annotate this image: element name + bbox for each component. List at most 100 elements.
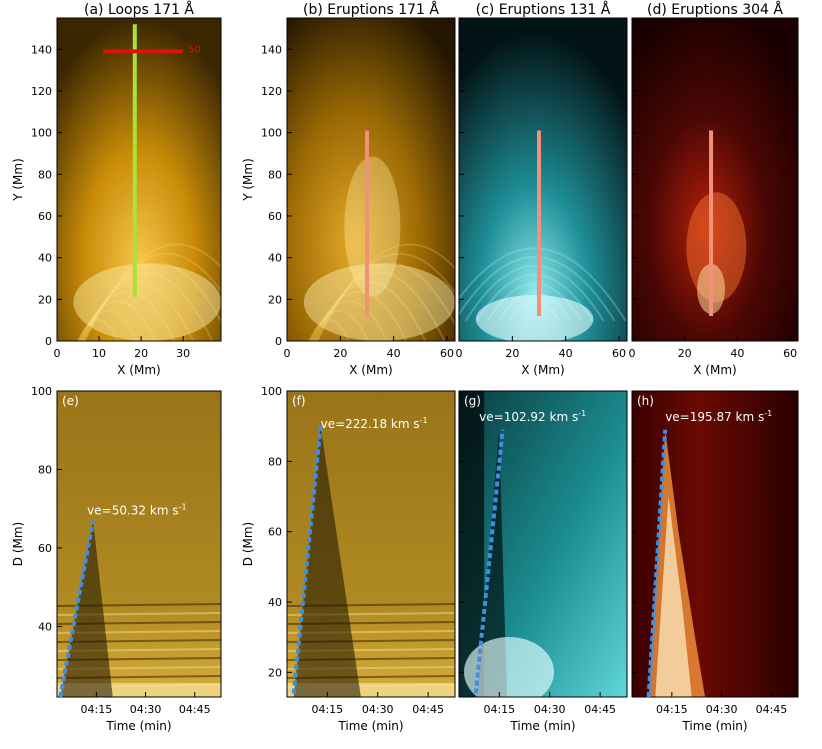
x-tick-label: 0	[54, 347, 61, 360]
panel-h-frame	[631, 390, 799, 698]
panel-a-image	[57, 18, 221, 341]
scale-bar-label: 50	[188, 44, 201, 55]
velocity-label: ve=50.32 km s-1	[87, 503, 186, 518]
panel-h: 04:15 04:30 04:45 Time (min) (h) ve=195.87 km…	[631, 390, 799, 733]
panel-a: 0 10 20 30 0 20 40 60 80 100 120 140 X (Mm) Y (Mm) (a)…	[11, 1, 222, 377]
panel-c-image	[459, 18, 627, 341]
y-tick-label: 100	[31, 127, 52, 140]
panel-e-frame	[56, 390, 222, 698]
velocity-label: ve=222.18 km s-1	[321, 416, 428, 431]
y-tick-label: 80	[38, 168, 52, 181]
panel-c-texture	[459, 247, 627, 341]
y-axis-label: D (Mm)	[11, 522, 25, 566]
panel-label: (e)	[62, 394, 79, 408]
x-tick-label: 40	[730, 347, 744, 360]
y-tick-label: 60	[38, 542, 52, 555]
y-axis-label: Y (Mm)	[241, 158, 255, 202]
x-axis-label: X (Mm)	[117, 363, 160, 377]
x-tick-label: 04:30	[130, 703, 162, 716]
y-tick-label: 0	[275, 335, 282, 348]
x-tick-label: 04:15	[483, 703, 515, 716]
panel-d-frame	[631, 17, 799, 342]
x-tick-label: 04:30	[534, 703, 566, 716]
panel-e-texture	[57, 520, 221, 697]
x-tick-label: 40	[387, 347, 401, 360]
y-tick-label: 20	[268, 666, 282, 679]
panel-d: 0 20 40 60 X (Mm) (d) Eruptions 304 Å	[629, 1, 799, 377]
y-tick-label: 60	[268, 526, 282, 539]
x-tick-label: 20	[505, 347, 519, 360]
x-tick-label: 60	[783, 347, 797, 360]
panel-label: (g)	[464, 394, 481, 408]
panel-title: (c) Eruptions 131 Å	[476, 1, 611, 18]
y-tick-label: 40	[38, 620, 52, 633]
x-axis-label: X (Mm)	[521, 363, 564, 377]
x-tick-label: 30	[176, 347, 190, 360]
x-tick-label: 04:45	[179, 703, 211, 716]
panel-a-frame	[56, 17, 222, 342]
y-tick-label: 20	[38, 293, 52, 306]
panel-b-image	[287, 18, 455, 341]
y-tick-label: 140	[261, 43, 282, 56]
panel-label: (f)	[292, 394, 306, 408]
panel-e: 04:15 04:30 04:45 40 60 80 100 Time (min) D (Mm)…	[11, 385, 222, 733]
panel-f: 04:15 04:30 04:45 20 40 60 80 100 Time (min) D (M…	[241, 385, 456, 733]
y-tick-label: 60	[38, 210, 52, 223]
y-axis-label: Y (Mm)	[11, 158, 25, 202]
x-axis-label: Time (min)	[337, 719, 403, 733]
y-tick-label: 80	[38, 463, 52, 476]
panel-label: (h)	[637, 394, 654, 408]
panel-title: (d) Eruptions 304 Å	[647, 1, 783, 18]
y-tick-label: 40	[268, 596, 282, 609]
y-tick-label: 100	[261, 385, 282, 398]
panel-g-frame	[458, 390, 628, 698]
velocity-fit-line	[473, 429, 505, 694]
panel-b: 0 20 40 60 0 20 40 60 80 100 120 140 X (Mm) Y (Mm) (b)…	[241, 1, 456, 377]
x-tick-label: 60	[612, 347, 626, 360]
y-tick-label: 120	[31, 85, 52, 98]
panel-f-frame	[286, 390, 456, 698]
panel-c-frame	[458, 17, 628, 342]
x-tick-label: 20	[333, 347, 347, 360]
x-tick-label: 04:45	[412, 703, 444, 716]
x-axis-label: Time (min)	[509, 719, 575, 733]
x-tick-label: 0	[284, 347, 291, 360]
y-tick-label: 80	[268, 455, 282, 468]
x-tick-label: 20	[134, 347, 148, 360]
x-axis-label: X (Mm)	[349, 363, 392, 377]
y-tick-label: 20	[268, 293, 282, 306]
x-axis-label: X (Mm)	[693, 363, 736, 377]
panel-b-frame	[286, 17, 456, 342]
x-tick-label: 0	[456, 347, 463, 360]
panel-b-texture	[303, 156, 455, 341]
x-tick-label: 40	[559, 347, 573, 360]
x-tick-label: 04:15	[311, 703, 343, 716]
panel-title: (b) Eruptions 171 Å	[303, 1, 439, 18]
x-tick-label: 04:45	[756, 703, 788, 716]
y-tick-label: 100	[261, 127, 282, 140]
velocity-label: ve=102.92 km s-1	[479, 409, 586, 424]
y-tick-label: 40	[268, 252, 282, 265]
panel-f-texture	[287, 426, 455, 697]
x-tick-label: 10	[92, 347, 106, 360]
x-tick-label: 04:30	[362, 703, 394, 716]
x-tick-label: 0	[629, 347, 636, 360]
panel-g-texture	[459, 391, 554, 697]
panel-title: (a) Loops 171 Å	[84, 1, 194, 18]
x-tick-label: 04:45	[584, 703, 616, 716]
y-tick-label: 40	[38, 252, 52, 265]
velocity-label: ve=195.87 km s-1	[665, 409, 772, 424]
x-tick-label: 04:15	[656, 703, 688, 716]
y-tick-label: 0	[45, 335, 52, 348]
x-tick-label: 04:30	[706, 703, 738, 716]
y-tick-label: 60	[268, 210, 282, 223]
x-axis-label: Time (min)	[681, 719, 747, 733]
panel-g: 04:15 04:30 04:45 Time (min) (g)ve=102.92 km…	[458, 390, 628, 733]
y-axis-label: D (Mm)	[241, 522, 255, 566]
y-tick-label: 100	[31, 385, 52, 398]
y-tick-label: 80	[268, 168, 282, 181]
x-tick-label: 60	[440, 347, 454, 360]
velocity-fit-line	[646, 429, 668, 698]
y-tick-label: 120	[261, 85, 282, 98]
velocity-fit-line	[58, 520, 96, 698]
